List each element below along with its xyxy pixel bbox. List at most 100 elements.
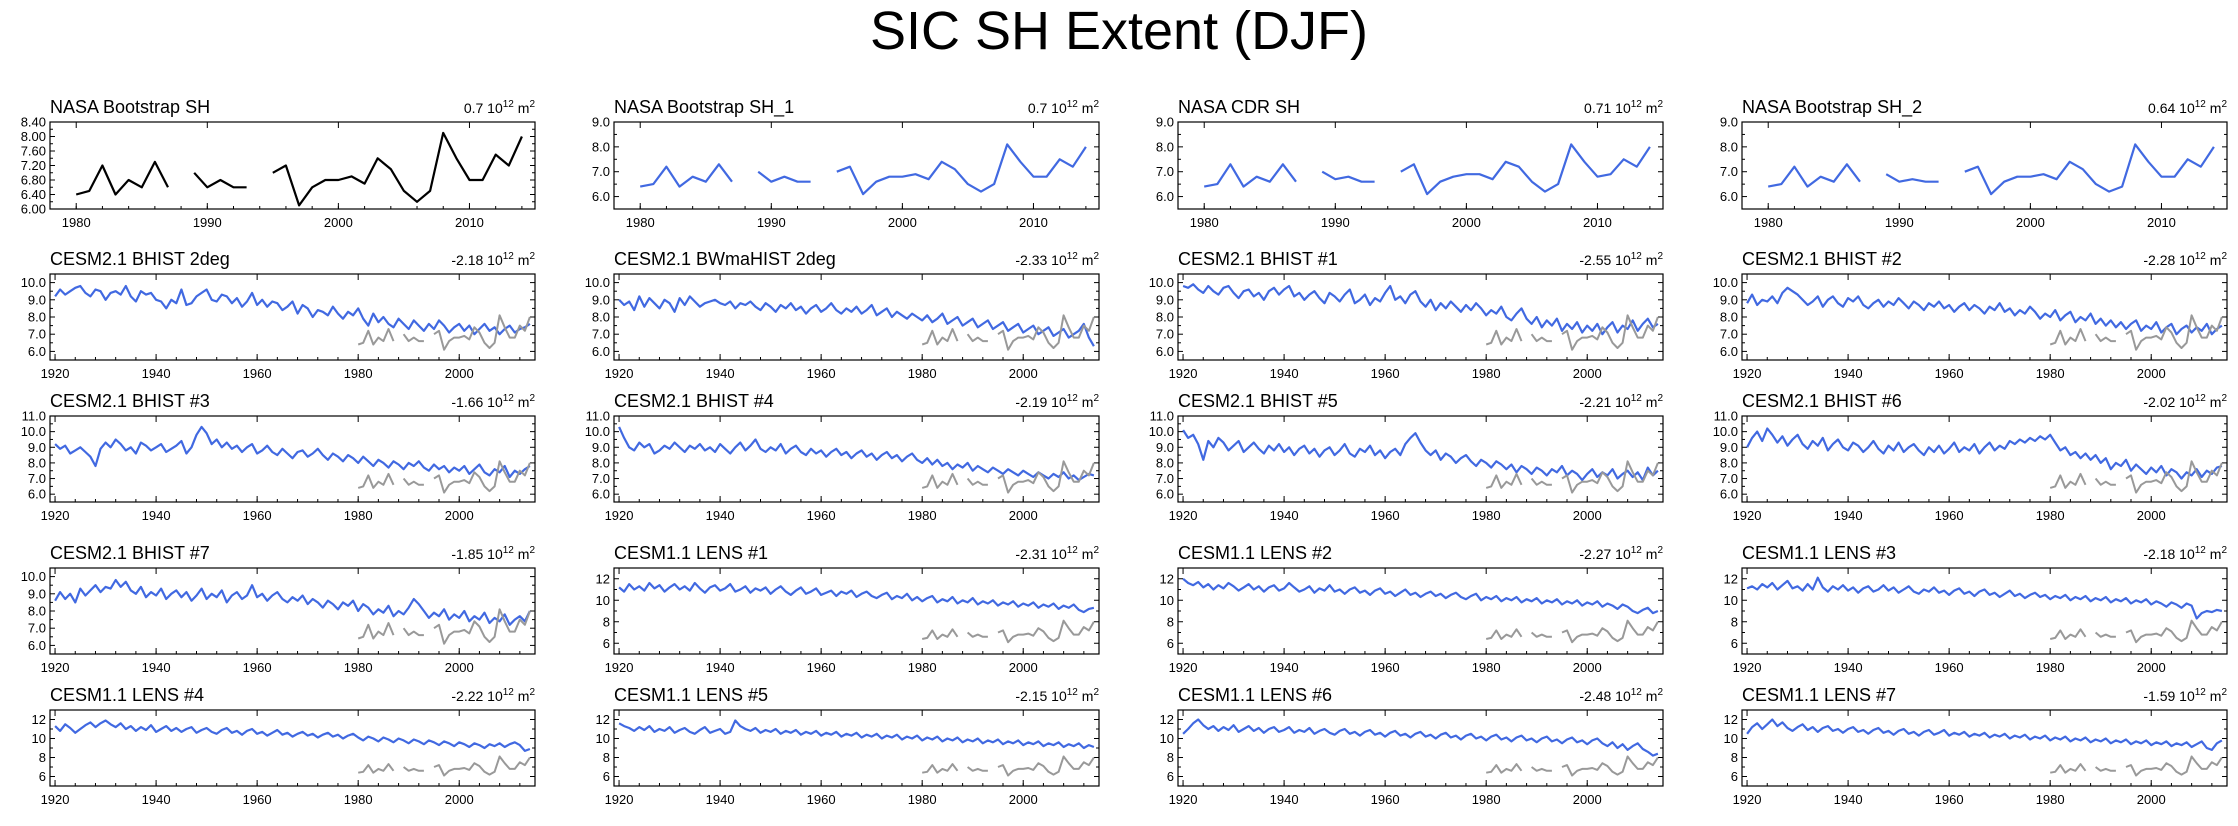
model-series-line (639, 163, 733, 188)
observation-line (2049, 628, 2087, 640)
y-tick-label: 12 (1724, 571, 1738, 586)
model-series-line (1746, 576, 2223, 620)
y-tick-label: 12 (596, 571, 610, 586)
plot-frame (1177, 121, 1664, 210)
x-tick-label: 2000 (445, 366, 474, 381)
model-series-line (1885, 173, 1939, 183)
panel-14: CESM1.1 LENS #1 -2.31 1012 m2 6 8 10 12 1920 19… (596, 543, 1100, 675)
x-tick-label: 1940 (706, 660, 735, 675)
panel-trend: -2.19 1012 m2 (1015, 393, 1099, 410)
x-tick-label: 2000 (1573, 508, 1602, 523)
y-tick-label: 8.0 (1156, 310, 1174, 325)
x-tick-label: 1980 (344, 660, 373, 675)
model-series-line (193, 172, 247, 189)
plot-frame (1177, 567, 1664, 655)
x-tick-label: 1940 (142, 366, 171, 381)
panel-trend: -2.22 1012 m2 (451, 687, 535, 704)
x-tick-label: 1940 (142, 508, 171, 523)
observation-line (1561, 755, 1659, 777)
y-tick-label: 8 (1731, 750, 1738, 765)
x-tick-label: 1980 (908, 366, 937, 381)
panel-title: CESM1.1 LENS #6 (1178, 685, 1332, 705)
y-tick-label: 6 (603, 769, 610, 784)
y-tick-label: 10.0 (21, 569, 46, 584)
x-tick-label: 1980 (1472, 508, 1501, 523)
panel-title: CESM2.1 BHIST #4 (614, 391, 774, 411)
x-tick-label: 2000 (445, 660, 474, 675)
model-series-line (1182, 718, 1659, 757)
model-series-line (1182, 283, 1659, 336)
y-tick-label: 8.0 (1720, 455, 1738, 470)
x-tick-label: 1980 (908, 660, 937, 675)
plot-frame (613, 567, 1100, 655)
observation-line (2094, 333, 2116, 343)
observation-line (966, 333, 988, 343)
model-series-line (1767, 163, 1861, 188)
x-tick-label: 1920 (41, 366, 70, 381)
panel-4: NASA Bootstrap SH_2 0.64 1012 m2 6.0 7.0 8.0… (1720, 97, 2228, 230)
observation-line (967, 766, 988, 772)
y-tick-label: 8.0 (592, 139, 610, 154)
y-tick-label: 10 (1724, 731, 1738, 746)
model-series-line (1321, 170, 1375, 183)
x-tick-label: 1920 (605, 660, 634, 675)
y-tick-label: 10 (32, 731, 46, 746)
x-tick-label: 1980 (1754, 215, 1783, 230)
x-tick-label: 1960 (1935, 366, 1964, 381)
panel-7: CESM2.1 BHIST #1 -2.55 1012 m2 6.0 7.0 8.0 9.… (1149, 249, 1664, 381)
x-tick-label: 1920 (1169, 660, 1198, 675)
x-tick-label: 1940 (1834, 792, 1863, 807)
x-tick-label: 2000 (2137, 792, 2166, 807)
x-tick-label: 1960 (243, 366, 272, 381)
panel-trend: -2.55 1012 m2 (1579, 251, 1663, 268)
y-tick-label: 7.0 (1156, 164, 1174, 179)
panel-20: CESM1.1 LENS #7 -1.59 1012 m2 6 8 10 12 1920 19… (1724, 685, 2228, 807)
model-series-line (1400, 143, 1651, 196)
model-series-line (54, 425, 531, 479)
observation-line (357, 472, 395, 489)
x-tick-label: 1980 (1472, 366, 1501, 381)
model-series-line (1964, 143, 2215, 196)
x-tick-label: 1960 (1935, 792, 1964, 807)
x-tick-label: 1980 (2036, 508, 2065, 523)
panel-title: NASA CDR SH (1178, 97, 1300, 117)
x-tick-label: 2000 (2137, 366, 2166, 381)
y-tick-label: 9.0 (1720, 440, 1738, 455)
observation-line (997, 755, 1095, 777)
x-tick-label: 2000 (1452, 215, 1481, 230)
panel-8: CESM2.1 BHIST #2 -2.28 1012 m2 6.0 7.0 8.0 9.… (1713, 249, 2228, 381)
plot-frame (1741, 273, 2228, 361)
plot-frame (613, 415, 1100, 503)
y-tick-label: 8 (603, 614, 610, 629)
panel-16: CESM1.1 LENS #3 -2.18 1012 m2 6 8 10 12 1920 19… (1724, 543, 2228, 675)
y-tick-label: 6.0 (1720, 344, 1738, 359)
y-tick-label: 9.0 (28, 440, 46, 455)
x-tick-label: 2010 (455, 215, 484, 230)
model-series-line (836, 143, 1087, 196)
y-tick-label: 12 (32, 712, 46, 727)
panel-trend: -2.31 1012 m2 (1015, 545, 1099, 562)
x-tick-label: 1940 (1270, 792, 1299, 807)
x-tick-label: 1940 (1834, 366, 1863, 381)
observation-line (966, 477, 988, 486)
x-tick-label: 2000 (1009, 366, 1038, 381)
observation-line (1561, 314, 1659, 351)
panel-9: CESM2.1 BHIST #3 -1.66 1012 m2 6.07.08.09.… (21, 391, 536, 523)
observation-line (2125, 755, 2223, 777)
figure-title: SIC SH Extent (DJF) (869, 1, 1369, 61)
panel-title: CESM2.1 BHIST #6 (1742, 391, 1902, 411)
observation-line (402, 333, 424, 343)
y-tick-label: 10.0 (1149, 275, 1174, 290)
y-tick-label: 9.0 (1156, 115, 1174, 130)
x-tick-label: 1960 (1371, 660, 1400, 675)
x-tick-label: 2010 (1583, 215, 1612, 230)
x-tick-label: 1980 (2036, 792, 2065, 807)
x-tick-label: 1960 (243, 508, 272, 523)
panel-trend: -2.21 1012 m2 (1579, 393, 1663, 410)
y-tick-label: 10.0 (1713, 275, 1738, 290)
x-tick-label: 1940 (142, 792, 171, 807)
y-tick-label: 7.0 (592, 164, 610, 179)
model-series-line (1203, 163, 1297, 188)
y-tick-label: 7.0 (28, 327, 46, 342)
x-tick-label: 1980 (626, 215, 655, 230)
